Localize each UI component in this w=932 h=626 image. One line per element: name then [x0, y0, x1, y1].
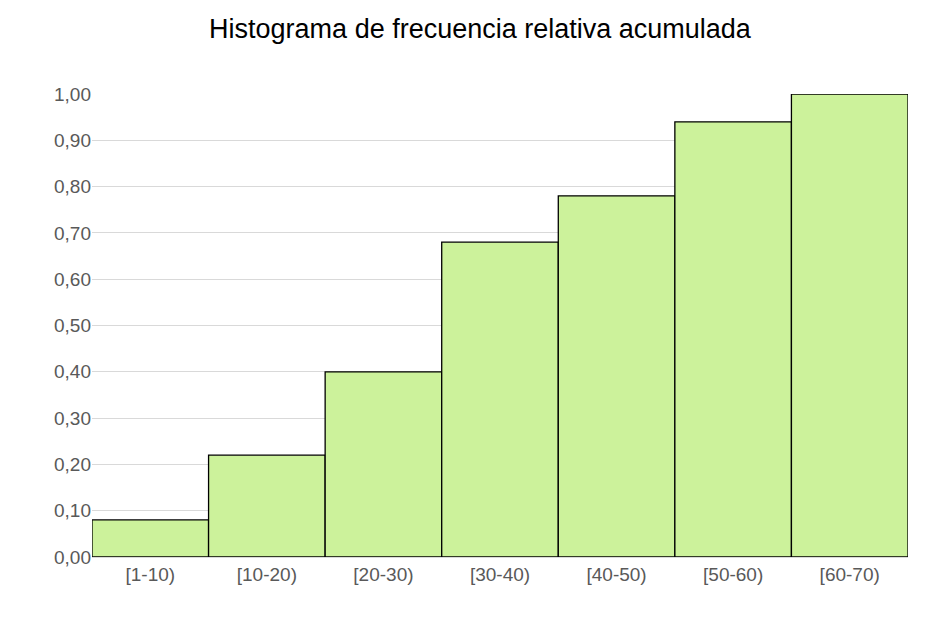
svg-text:0,70: 0,70 [54, 223, 91, 244]
svg-text:0,60: 0,60 [54, 269, 91, 290]
svg-text:1,00: 1,00 [54, 84, 91, 105]
svg-text:0,90: 0,90 [54, 130, 91, 151]
svg-text:[10-20): [10-20) [237, 564, 297, 585]
svg-text:[60-70): [60-70) [820, 564, 880, 585]
svg-text:[1-10): [1-10) [125, 564, 175, 585]
svg-text:Histograma de frecuencia relat: Histograma de frecuencia relativa acumul… [209, 14, 752, 44]
svg-text:[40-50): [40-50) [586, 564, 646, 585]
svg-text:0,30: 0,30 [54, 408, 91, 429]
svg-text:0,40: 0,40 [54, 361, 91, 382]
svg-text:[50-60): [50-60) [703, 564, 763, 585]
svg-text:0,10: 0,10 [54, 500, 91, 521]
svg-text:0,80: 0,80 [54, 176, 91, 197]
svg-text:[20-30): [20-30) [353, 564, 413, 585]
svg-text:0,00: 0,00 [54, 547, 91, 568]
svg-text:[30-40): [30-40) [470, 564, 530, 585]
svg-text:0,50: 0,50 [54, 315, 91, 336]
svg-text:0,20: 0,20 [54, 454, 91, 475]
